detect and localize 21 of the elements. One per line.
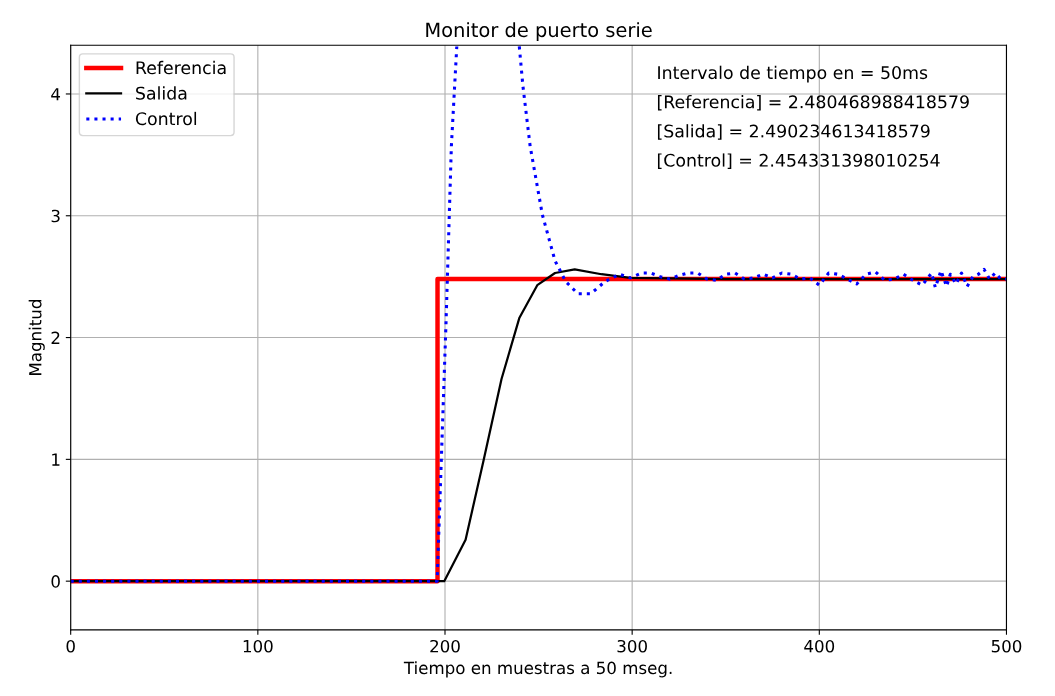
chart-title: Monitor de puerto serie [426,22,652,41]
y-tick-label: 4 [51,88,61,101]
y-axis-title: Magnitud [28,300,45,375]
x-axis-title: Tiempo en muestras a 50 mseg. [403,661,672,678]
y-tick-label: 2 [51,331,60,344]
annotation: [Control] = 2.454331398010254 [657,153,940,169]
legend-label: Control [135,111,197,126]
y-tick-label: 1 [52,453,60,466]
x-tick-label: 500 [991,639,1022,653]
annotation: [Salida] = 2.490234613418579 [657,124,930,140]
x-tick-label: 200 [430,639,460,653]
legend-label: Salida [136,86,187,100]
annotation: [Referencia] = 2.480468988418579 [657,94,969,111]
x-tick-label: 0 [66,639,75,653]
x-tick-label: 400 [804,639,835,653]
annotation: Intervalo de tiempo en = 50ms [658,65,928,83]
x-tick-label: 300 [617,639,647,653]
y-tick-label: 3 [51,209,60,223]
x-tick-label: 100 [243,639,273,653]
y-tick-label: 0 [51,575,60,588]
legend-label: Referencia [136,60,226,75]
